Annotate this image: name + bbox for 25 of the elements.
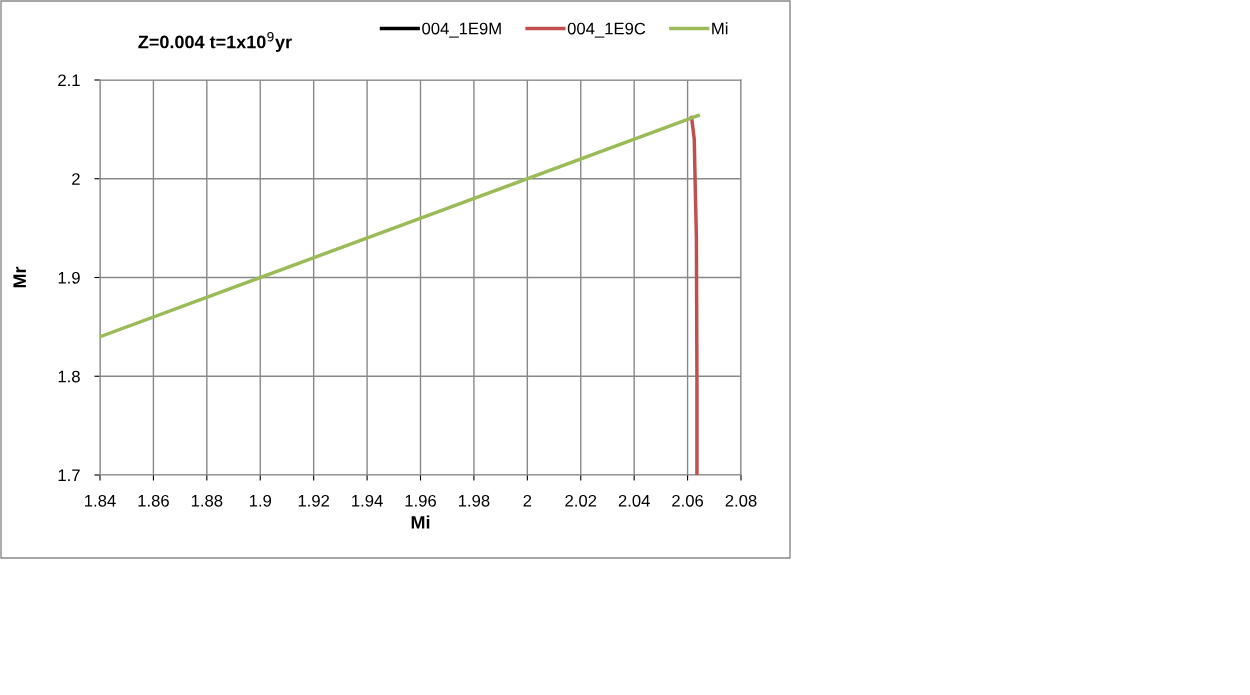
y-tick-label: 1.9 xyxy=(58,271,80,284)
x-tick-label: 1.86 xyxy=(138,494,169,507)
y-tick-label: 1.7 xyxy=(58,469,80,482)
x-tick-label: 1.94 xyxy=(352,494,383,507)
y-tick-label: 2 xyxy=(72,173,80,185)
x-tick-label: 2 xyxy=(523,494,532,507)
legend-label: 004_1E9M xyxy=(422,22,501,38)
x-tick-label: 2.08 xyxy=(725,494,757,507)
x-axis-title: Mi xyxy=(411,515,430,529)
x-tick-label: 2.04 xyxy=(618,494,650,507)
x-tick-label: 1.84 xyxy=(85,494,116,507)
line-series xyxy=(689,115,699,475)
legend-label: 004_1E9C xyxy=(567,22,646,38)
y-axis-title: Mr xyxy=(13,266,26,288)
x-tick-label: 1.92 xyxy=(298,494,330,507)
chart-title: Z=0.004 t=1x10$^{9}$yr xyxy=(138,31,292,52)
x-tick-label: 1.96 xyxy=(405,494,436,507)
y-tick-label: 1.8 xyxy=(58,370,80,383)
x-tick-label: 1.9 xyxy=(249,494,272,507)
x-tick-label: 1.88 xyxy=(191,494,223,507)
y-tick-label: 2.1 xyxy=(58,74,80,87)
x-tick-label: 1.98 xyxy=(458,494,490,507)
x-tick-label: 2.06 xyxy=(672,494,704,507)
legend-label: Mi xyxy=(712,22,728,35)
x-tick-label: 2.02 xyxy=(565,494,597,507)
